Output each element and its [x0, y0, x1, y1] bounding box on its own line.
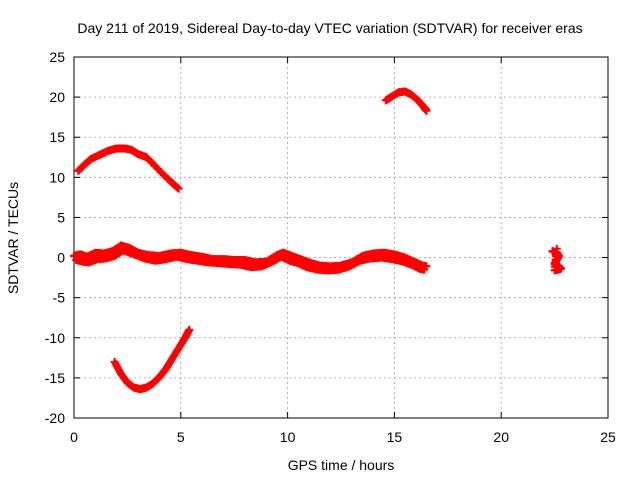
x-tick-label: 15: [387, 429, 403, 445]
grid: [74, 57, 608, 418]
series-arc-upper-right: [381, 87, 431, 115]
series-arc-upper-left: [74, 144, 183, 193]
data-point: [420, 265, 429, 274]
data-point: [174, 184, 183, 193]
y-tick-label: 15: [49, 129, 65, 145]
data-point: [552, 244, 561, 253]
data-point: [185, 325, 194, 334]
y-tick-label: 0: [57, 250, 65, 266]
y-tick-label: 5: [57, 209, 65, 225]
y-tick-label: -20: [45, 410, 65, 426]
y-tick-label: 20: [49, 89, 65, 105]
x-tick-label: 10: [280, 429, 296, 445]
y-tick-label: -5: [53, 290, 66, 306]
x-axis-label: GPS time / hours: [288, 457, 395, 473]
y-tick-label: -10: [45, 330, 65, 346]
data-marks: [70, 87, 566, 394]
x-tick-label: 20: [493, 429, 509, 445]
axis-ticks: 0 5 10 15 20 25 -20 -15 -10 -5 0 5 10 15 20 25: [45, 49, 616, 445]
x-tick-label: 25: [600, 429, 616, 445]
y-tick-label: 10: [49, 169, 65, 185]
series-arc-lower: [110, 325, 194, 394]
y-axis-label: SDTVAR / TECUs: [5, 182, 21, 294]
series-late-cluster: [548, 244, 566, 275]
y-tick-label: 25: [49, 49, 65, 65]
x-tick-label: 5: [177, 429, 185, 445]
series-band-near-zero-spread: [72, 246, 429, 275]
y-tick-label: -15: [45, 370, 65, 386]
data-point: [422, 106, 431, 115]
chart-title: Day 211 of 2019, Sidereal Day-to-day VTE…: [77, 20, 582, 36]
x-tick-label: 0: [70, 429, 78, 445]
plot-frame: [73, 56, 609, 419]
